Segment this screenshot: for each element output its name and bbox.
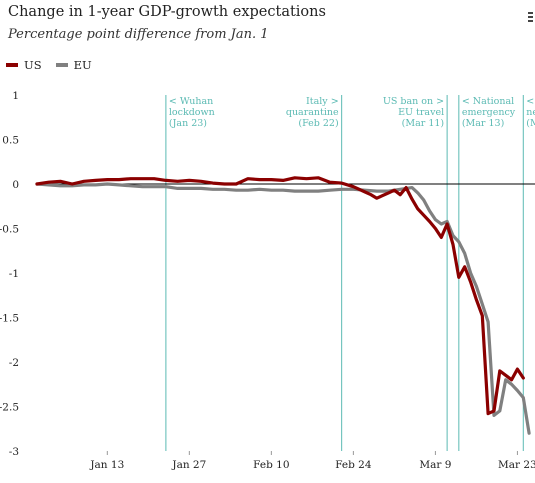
annotation-text-2-1: EU travel bbox=[398, 107, 444, 118]
y-tick-label: -3 bbox=[9, 446, 19, 458]
x-tick-label: Mar 23 bbox=[498, 459, 535, 471]
annotation-text-4-0: < Stimulus bbox=[526, 96, 535, 107]
series-line-eu bbox=[35, 182, 531, 435]
y-tick-label: 1 bbox=[12, 90, 19, 102]
chart-title: Change in 1-year GDP-growth expectations bbox=[8, 4, 326, 20]
x-tick-label: Feb 24 bbox=[335, 459, 372, 471]
annotation-text-2-2: (Mar 11) bbox=[402, 118, 444, 129]
annotation-text-3-0: < National bbox=[462, 96, 514, 107]
series-layer bbox=[35, 176, 531, 435]
annotation-text-1-2: (Feb 22) bbox=[298, 118, 338, 129]
annotation-text-4-1: news bbox=[526, 107, 535, 118]
legend-item-eu[interactable]: EU bbox=[55, 58, 92, 72]
legend-swatch-us bbox=[6, 63, 18, 67]
y-tick-label: -1.5 bbox=[0, 313, 19, 325]
legend-item-us[interactable]: US bbox=[6, 58, 42, 72]
menu-icon[interactable] bbox=[527, 12, 535, 26]
annotation-text-1-0: Italy > bbox=[306, 96, 339, 107]
annotation-text-0-2: (Jan 23) bbox=[169, 118, 207, 129]
series-line-us bbox=[35, 176, 525, 416]
x-tick-label: Jan 27 bbox=[171, 459, 206, 471]
chart-legend: US EU bbox=[6, 57, 106, 73]
x-tick-label: Mar 9 bbox=[419, 459, 451, 471]
annotation-text-3-2: (Mar 13) bbox=[462, 118, 504, 129]
annotation-text-1-1: quarantine bbox=[286, 107, 339, 118]
legend-swatch-eu bbox=[55, 63, 68, 67]
y-tick-label: -0.5 bbox=[0, 224, 19, 236]
x-tick-label: Feb 10 bbox=[253, 459, 289, 471]
legend-label-eu: EU bbox=[73, 58, 92, 72]
chart-subtitle: Percentage point difference from Jan. 1 bbox=[8, 27, 269, 42]
y-tick-label: 0.5 bbox=[2, 135, 19, 147]
axis-layer: 1 0.5 0 -0.5 -1 -1.5 -2 -2.5 -3 Jan 13 Jan 27 Feb 1… bbox=[0, 90, 535, 471]
legend-label-us: US bbox=[24, 58, 42, 72]
annotation-text-4-2: (Mar 24) bbox=[526, 118, 535, 129]
annotation-text-2-0: US ban on > bbox=[383, 96, 444, 107]
annotation-text-0-1: lockdown bbox=[169, 107, 215, 118]
x-tick-label: Jan 13 bbox=[89, 459, 124, 471]
annotation-text-3-1: emergency bbox=[462, 107, 516, 118]
y-tick-label: -2 bbox=[9, 357, 19, 369]
annotation-text-0-0: < Wuhan bbox=[169, 96, 213, 107]
y-tick-label: -2.5 bbox=[0, 402, 19, 414]
y-tick-label: 0 bbox=[12, 179, 19, 191]
y-tick-label: -1 bbox=[9, 268, 19, 280]
